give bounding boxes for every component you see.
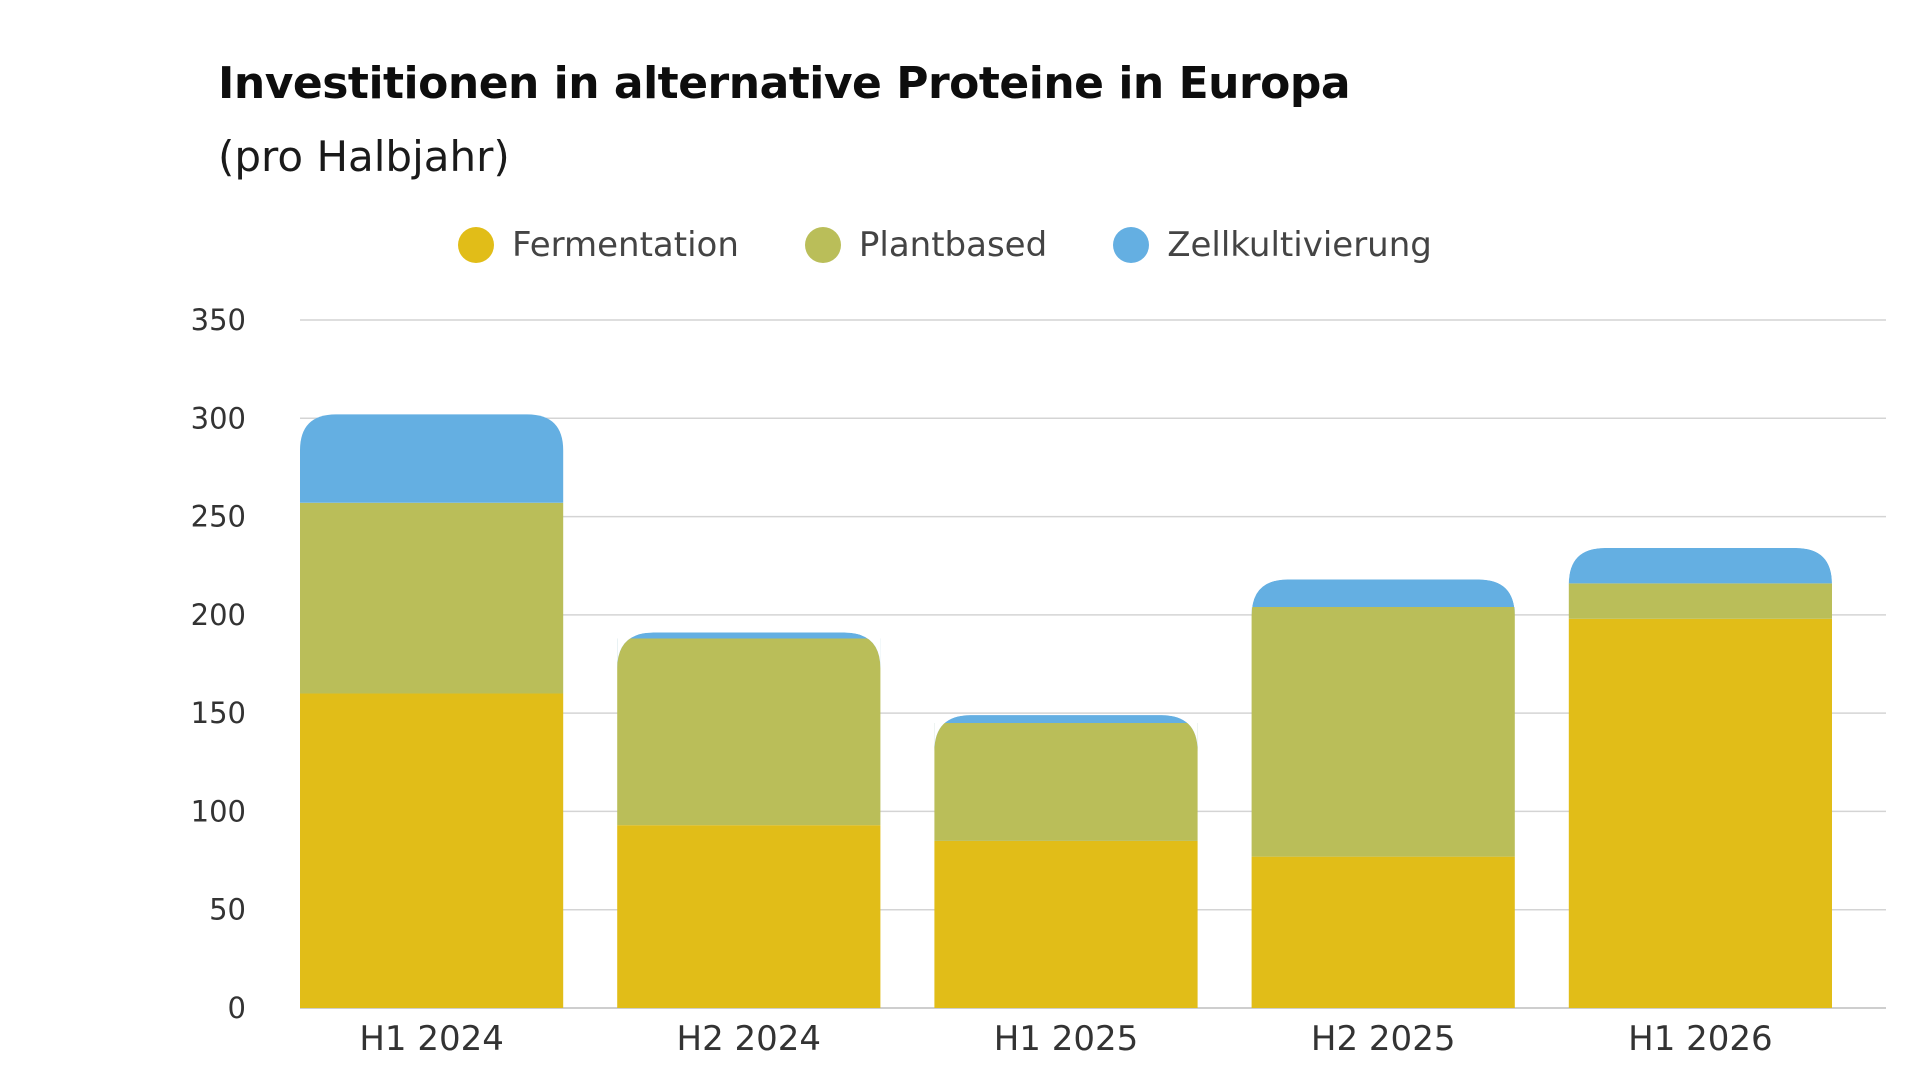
bar-segment-fermentation xyxy=(617,825,881,1008)
bar-corner-mask xyxy=(617,632,654,669)
bar-segment-plantbased xyxy=(617,638,881,826)
x-tick-label: H2 2024 xyxy=(677,1019,822,1059)
bar-stack xyxy=(1568,548,1832,1008)
legend-label: Plantbased xyxy=(858,225,1048,265)
legend-dot-icon xyxy=(804,227,841,263)
bar-segment-zellkultivierung xyxy=(300,414,564,503)
bar-stack xyxy=(1251,579,1515,1008)
bar-stack xyxy=(300,414,564,1008)
bar-segment-plantbased xyxy=(300,502,564,694)
legend-dot-icon xyxy=(458,227,494,263)
bar-segment-plantbased xyxy=(1568,583,1832,619)
bar-corner-mask xyxy=(844,632,881,669)
x-tick-label: H1 2026 xyxy=(1628,1019,1773,1059)
bar-segment-fermentation xyxy=(300,693,564,1008)
y-tick-label: 50 xyxy=(209,893,246,927)
legend-dot-icon xyxy=(1113,227,1150,263)
x-tick-label: H1 2024 xyxy=(359,1019,504,1059)
bar-stack xyxy=(934,715,1198,1008)
x-tick-label: H2 2025 xyxy=(1311,1019,1456,1059)
chart-subtitle: (pro Halbjahr) xyxy=(218,132,510,181)
chart-title: Investitionen in alternative Proteine in… xyxy=(218,58,1351,109)
bar-stack xyxy=(617,632,881,1008)
legend-item-fermentation: Fermentation xyxy=(458,225,739,265)
bar-segment-fermentation xyxy=(934,840,1198,1008)
y-tick-label: 0 xyxy=(228,991,246,1025)
bar-corner-mask xyxy=(1478,579,1515,616)
y-tick-label: 100 xyxy=(191,794,246,828)
bar-corner-mask xyxy=(1796,548,1832,585)
x-tick-label: H1 2025 xyxy=(994,1019,1139,1059)
bar-segment-fermentation xyxy=(1568,618,1832,1008)
bar-segment-plantbased xyxy=(1251,606,1515,857)
y-tick-label: 150 xyxy=(191,696,246,730)
chart-legend: Fermentation Plantbased Zellkultivierung xyxy=(458,225,1498,265)
legend-item-zellkultivierung: Zellkultivierung xyxy=(1113,225,1432,265)
y-tick-label: 300 xyxy=(191,401,246,435)
bar-corner-mask xyxy=(1251,579,1288,616)
bar-segment-zellkultivierung xyxy=(934,715,1198,752)
legend-item-plantbased: Plantbased xyxy=(804,225,1048,265)
bar-segment-zellkultivierung xyxy=(1568,548,1832,585)
legend-label: Fermentation xyxy=(512,225,739,265)
bar-segment-fermentation xyxy=(1251,856,1515,1008)
y-tick-label: 200 xyxy=(191,598,246,632)
bar-segment-zellkultivierung xyxy=(1251,579,1515,616)
bar-segment-zellkultivierung xyxy=(617,632,881,669)
legend-label: Zellkultivierung xyxy=(1167,225,1432,265)
bar-corner-mask xyxy=(934,715,971,752)
bar-corner-mask xyxy=(1161,715,1198,752)
y-tick-label: 350 xyxy=(191,303,246,337)
bar-corner-mask xyxy=(1568,548,1605,585)
y-tick-label: 250 xyxy=(191,500,246,534)
bar-segment-plantbased xyxy=(934,722,1198,841)
